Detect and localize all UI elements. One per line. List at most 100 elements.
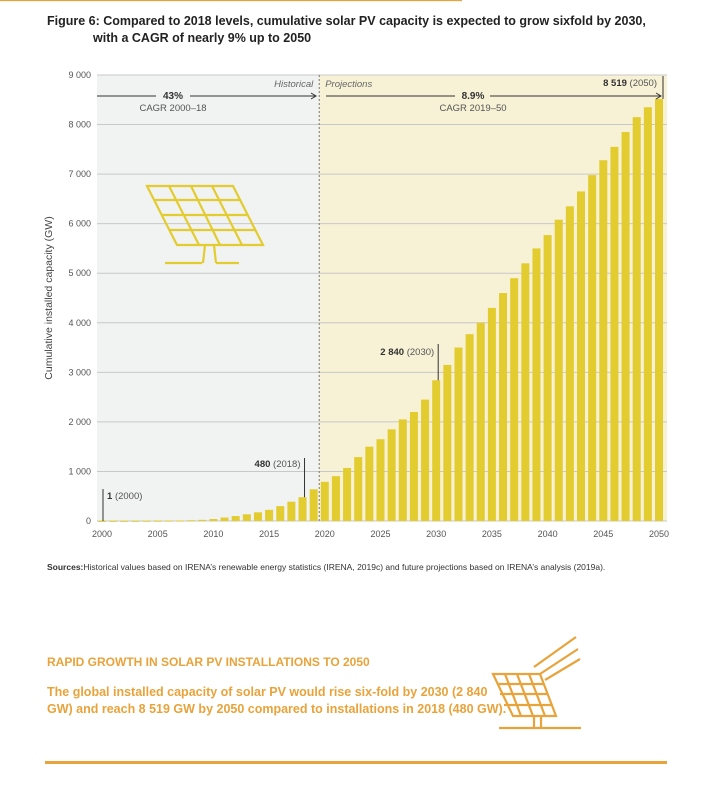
- bar: [120, 520, 129, 522]
- bar: [276, 506, 285, 521]
- bar: [231, 516, 240, 521]
- y-axis-label: Cumulative installed capacity (GW): [43, 216, 55, 379]
- bar: [98, 520, 106, 522]
- solar-panel-part: [212, 244, 218, 264]
- annotation-2030-value: 2 840: [380, 347, 406, 358]
- cagr-proj-label: CAGR 2019–50: [439, 103, 506, 114]
- historical-background: [97, 75, 320, 521]
- x-tick-label: 2045: [593, 529, 613, 539]
- bar: [454, 347, 463, 521]
- bar: [554, 219, 563, 522]
- x-tick-label: 2000: [92, 529, 112, 539]
- annotation-2050-value: 8 519: [603, 78, 629, 89]
- solar-panel-part: [211, 185, 243, 246]
- solar-panel-part: [190, 185, 221, 246]
- bar: [298, 497, 307, 521]
- x-tick-label: 2040: [538, 529, 558, 539]
- x-tick-label: 2015: [259, 529, 279, 539]
- y-tick-label: 4 000: [68, 318, 91, 328]
- annotation-2050-year: (2050): [630, 78, 657, 89]
- annotation-2000-value: 1: [107, 491, 115, 502]
- divider-rule: [45, 761, 667, 764]
- y-tick-label: 0: [86, 516, 91, 526]
- annotation-2000-label: 1 (2000): [107, 491, 142, 502]
- x-tick-label: 2020: [315, 529, 335, 539]
- solar-panel-part: [145, 184, 265, 247]
- bar: [599, 160, 608, 522]
- callout-text: The global installed capacity of solar P…: [47, 685, 507, 716]
- x-tick-label: 2050: [649, 529, 669, 539]
- bar: [532, 248, 541, 521]
- annotation-2050-label: 8 519 (2050): [603, 78, 657, 89]
- bar: [198, 519, 207, 521]
- bar: [320, 481, 329, 521]
- bar: [175, 520, 184, 522]
- solar-panel-icon: [145, 184, 265, 265]
- y-tick-label: 9 000: [68, 70, 91, 80]
- x-tick-label: 2025: [370, 529, 390, 539]
- projections-label: Projections: [325, 79, 372, 90]
- y-tick-label: 5 000: [68, 268, 91, 278]
- bar: [365, 446, 374, 521]
- bar: [610, 146, 619, 521]
- figure-title: Figure 6: Compared to 2018 levels, cumul…: [47, 13, 646, 47]
- bar: [309, 489, 318, 521]
- bar: [331, 476, 340, 521]
- x-tick-label: 2010: [203, 529, 223, 539]
- bar: [164, 520, 173, 522]
- bar: [443, 364, 452, 521]
- bar: [387, 429, 396, 521]
- title-line-1: Figure 6: Compared to 2018 levels, cumul…: [47, 14, 646, 28]
- bar: [621, 131, 630, 521]
- bar: [476, 322, 485, 521]
- bar: [421, 399, 430, 521]
- bar: [343, 467, 352, 521]
- x-tick-label: 2030: [426, 529, 446, 539]
- sources-note: Sources:Historical values based on IRENA…: [47, 562, 605, 572]
- bar: [142, 520, 151, 522]
- bar: [398, 419, 407, 521]
- bar: [242, 514, 251, 521]
- annotation-2000-year: (2000): [115, 491, 142, 502]
- bar-chart: 0 1 000 2 000 3 000 4 000 5 000 6 000 7 000 8 00…: [43, 70, 669, 539]
- bar: [265, 509, 274, 521]
- bar: [655, 98, 663, 522]
- bar: [354, 457, 363, 521]
- y-tick-label: 1 000: [68, 466, 91, 476]
- arrow-head-icon: [310, 92, 317, 100]
- bar: [565, 206, 574, 522]
- bar: [432, 380, 441, 521]
- bar: [487, 307, 496, 521]
- y-tick-label: 3 000: [68, 367, 91, 377]
- cagr-hist-label: CAGR 2000–18: [139, 103, 206, 114]
- bar: [465, 334, 474, 521]
- historical-label: Historical: [274, 79, 314, 90]
- x-tick-label: 2035: [482, 529, 502, 539]
- bar: [499, 293, 508, 521]
- callout-heading: RAPID GROWTH IN SOLAR PV INSTALLATIONS T…: [47, 655, 370, 669]
- bar: [131, 520, 140, 522]
- sources-text: Historical values based on IRENA’s renew…: [83, 562, 606, 572]
- bar: [109, 520, 118, 522]
- bar: [577, 191, 586, 521]
- cagr-hist-value: 43%: [163, 91, 183, 102]
- annotation-2018-year: (2018): [273, 459, 300, 470]
- bar: [209, 519, 218, 521]
- bar: [153, 520, 162, 522]
- y-tick-label: 2 000: [68, 417, 91, 427]
- annotation-2018-label: 480 (2018): [255, 459, 301, 470]
- bar: [220, 517, 229, 521]
- bar: [588, 175, 597, 521]
- y-tick-label: 8 000: [68, 120, 91, 130]
- annotation-2030-label: 2 840 (2030): [380, 347, 434, 358]
- bar: [187, 520, 196, 522]
- arrow-head-icon: [655, 92, 662, 100]
- y-tick-label: 6 000: [68, 219, 91, 229]
- bar: [376, 439, 385, 521]
- bar: [632, 117, 641, 521]
- cagr-proj-value: 8.9%: [462, 91, 485, 102]
- sources-label: Sources:: [47, 562, 84, 572]
- x-tick-label: 2005: [148, 529, 168, 539]
- solar-panel-part: [168, 185, 200, 246]
- bar: [510, 278, 519, 521]
